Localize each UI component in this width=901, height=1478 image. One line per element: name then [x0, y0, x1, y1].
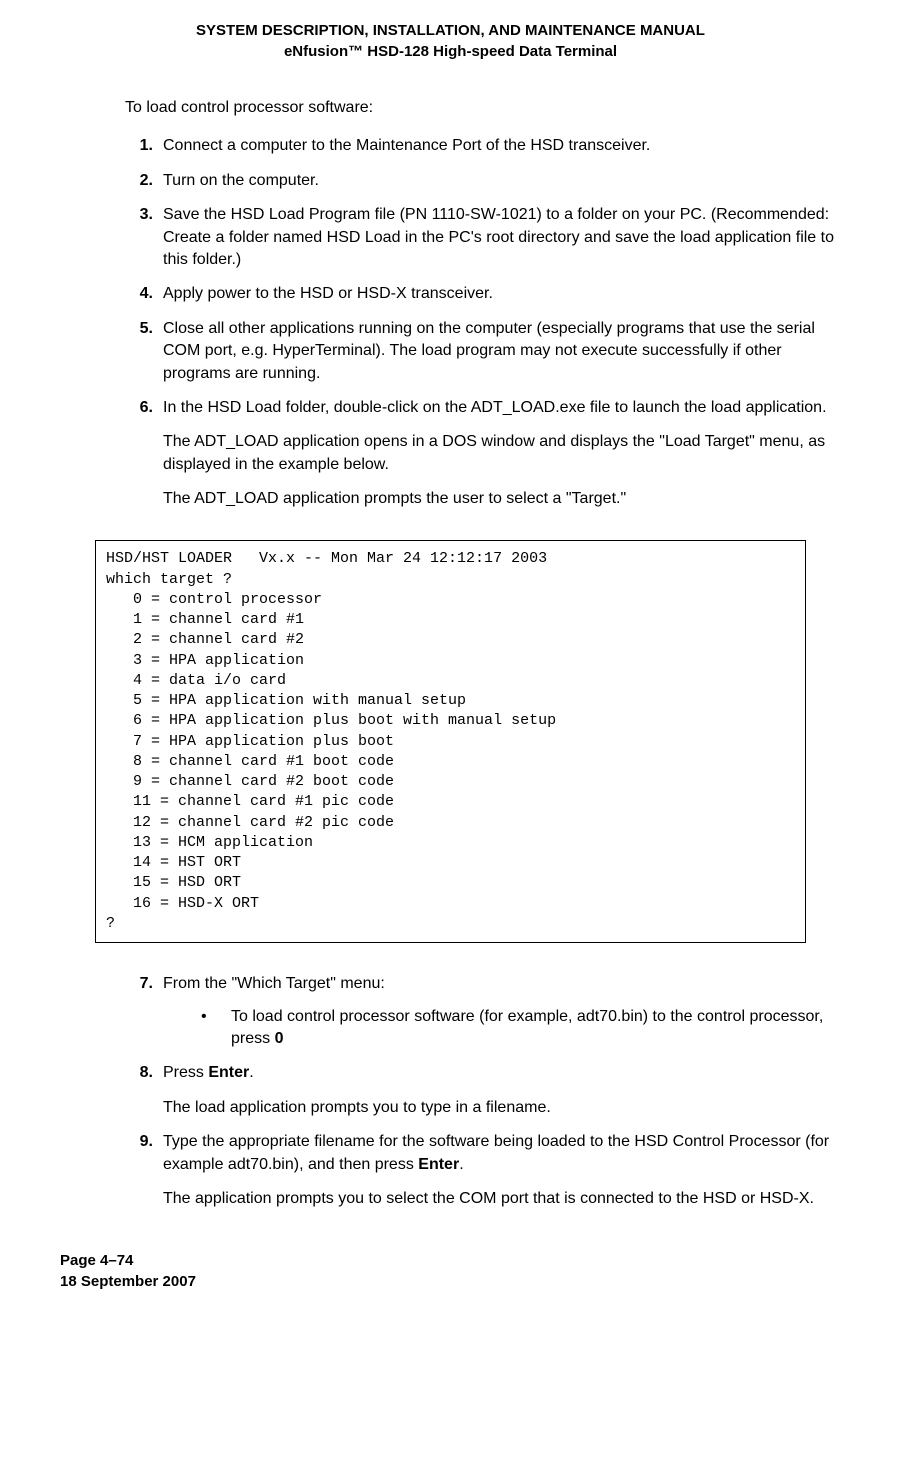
step8-post: . [249, 1064, 253, 1081]
step-text: Apply power to the HSD or HSD-X transcei… [163, 283, 841, 305]
bullet-item: • To load control processor software (fo… [201, 1006, 841, 1051]
step-5: 5. Close all other applications running … [135, 318, 841, 385]
step-number: 7. [135, 973, 163, 1050]
step-1: 1. Connect a computer to the Maintenance… [135, 135, 841, 157]
page-footer: Page 4–74 18 September 2007 [60, 1250, 841, 1292]
step6-para2: The ADT_LOAD application prompts the use… [163, 488, 841, 510]
step-2: 2. Turn on the computer. [135, 170, 841, 192]
step7-main: From the "Which Target" menu: [163, 975, 385, 992]
step-text: From the "Which Target" menu: • To load … [163, 973, 841, 1050]
step-7: 7. From the "Which Target" menu: • To lo… [135, 973, 841, 1050]
step-text: In the HSD Load folder, double-click on … [163, 397, 841, 511]
step-8: 8. Press Enter. The load application pro… [135, 1062, 841, 1119]
step-number: 4. [135, 283, 163, 305]
header-line1: SYSTEM DESCRIPTION, INSTALLATION, AND MA… [196, 22, 705, 39]
step-text: Save the HSD Load Program file (PN 1110-… [163, 204, 841, 271]
step-text: Connect a computer to the Maintenance Po… [163, 135, 841, 157]
code-block: HSD/HST LOADER Vx.x -- Mon Mar 24 12:12:… [95, 540, 806, 943]
step-text: Close all other applications running on … [163, 318, 841, 385]
step-4: 4. Apply power to the HSD or HSD-X trans… [135, 283, 841, 305]
step9-post: . [459, 1156, 463, 1173]
step-9: 9. Type the appropriate filename for the… [135, 1131, 841, 1210]
manual-header: SYSTEM DESCRIPTION, INSTALLATION, AND MA… [60, 20, 841, 62]
step-number: 1. [135, 135, 163, 157]
page-date: 18 September 2007 [60, 1271, 841, 1292]
step9-pre: Type the appropriate filename for the so… [163, 1133, 829, 1172]
step8-bold: Enter [208, 1064, 249, 1081]
step-number: 9. [135, 1131, 163, 1210]
step8-para1: The load application prompts you to type… [163, 1097, 841, 1119]
step-text: Press Enter. The load application prompt… [163, 1062, 841, 1119]
step-6: 6. In the HSD Load folder, double-click … [135, 397, 841, 511]
header-line2: eNfusion™ HSD-128 High-speed Data Termin… [60, 41, 841, 62]
step6-main: In the HSD Load folder, double-click on … [163, 399, 827, 416]
step9-bold: Enter [418, 1156, 459, 1173]
step-text: Type the appropriate filename for the so… [163, 1131, 841, 1210]
bullet-mark: • [201, 1006, 231, 1051]
bullet-bold: 0 [275, 1030, 284, 1047]
bullet-text: To load control processor software (for … [231, 1006, 841, 1051]
intro-text: To load control processor software: [125, 97, 841, 119]
step8-pre: Press [163, 1064, 208, 1081]
step-number: 8. [135, 1062, 163, 1119]
page-number: Page 4–74 [60, 1250, 841, 1271]
step-number: 5. [135, 318, 163, 385]
step-3: 3. Save the HSD Load Program file (PN 11… [135, 204, 841, 271]
step6-para1: The ADT_LOAD application opens in a DOS … [163, 431, 841, 476]
step-number: 6. [135, 397, 163, 511]
step9-para1: The application prompts you to select th… [163, 1188, 841, 1210]
step-text: Turn on the computer. [163, 170, 841, 192]
bullet-pre: To load control processor software (for … [231, 1008, 823, 1047]
step-number: 2. [135, 170, 163, 192]
step-number: 3. [135, 204, 163, 271]
